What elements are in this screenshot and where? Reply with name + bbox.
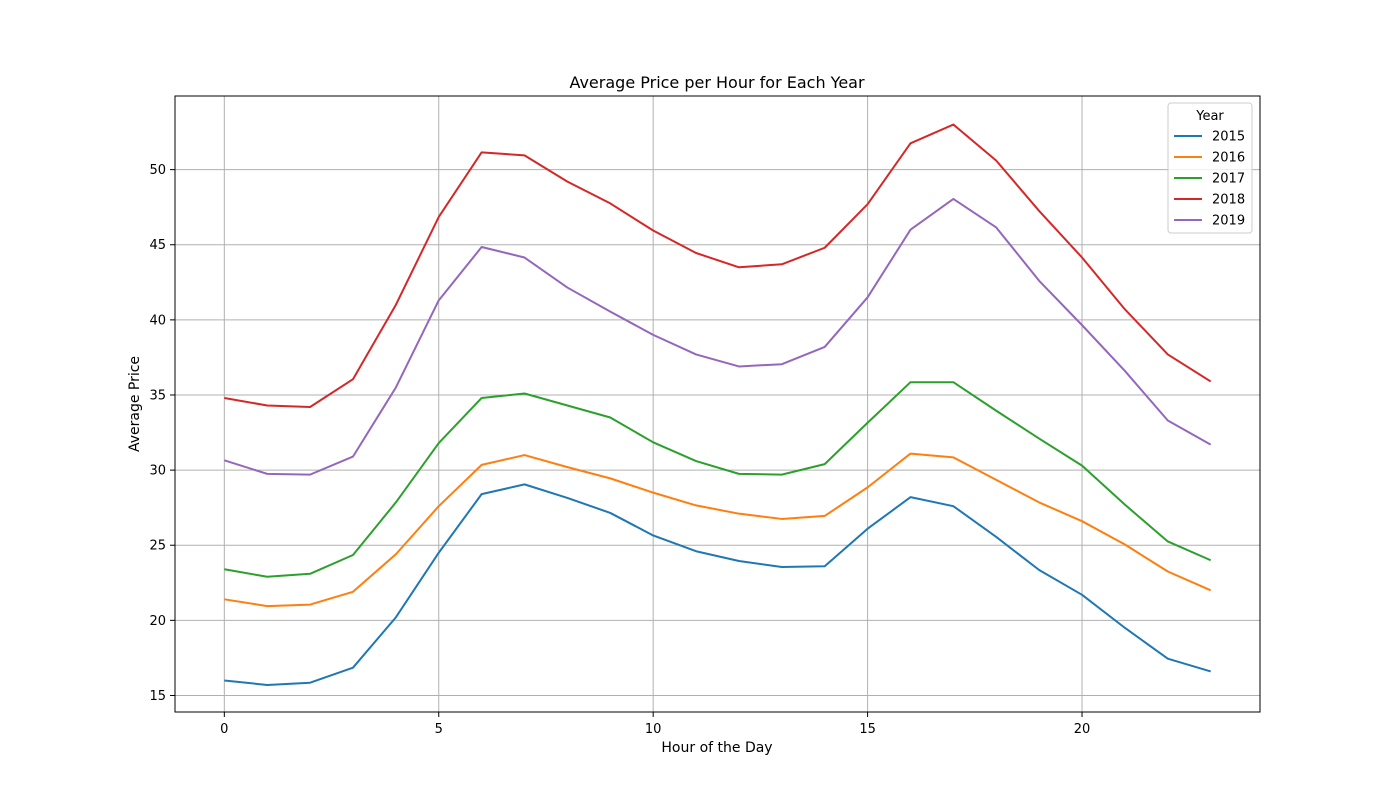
legend: Year 2015 2016 2017 2018 2019 xyxy=(1167,102,1253,234)
y-tick-label: 50 xyxy=(149,163,166,178)
y-tick-label: 15 xyxy=(149,689,166,704)
legend-title: Year xyxy=(1195,109,1224,124)
x-tick-label: 5 xyxy=(435,722,443,737)
x-tick-label: 20 xyxy=(1074,722,1091,737)
legend-label-2018: 2018 xyxy=(1212,193,1245,208)
grid xyxy=(175,96,1260,712)
legend-label-2017: 2017 xyxy=(1212,172,1245,187)
legend-label-2016: 2016 xyxy=(1212,151,1245,166)
legend-entries: 2015 2016 2017 2018 2019 xyxy=(1174,130,1245,229)
series-line-2016 xyxy=(224,452,1212,608)
y-tick-label: 40 xyxy=(149,313,166,328)
x-tick-label: 10 xyxy=(645,722,662,737)
x-axis: 0 5 10 15 20 xyxy=(220,712,1090,737)
chart-title: Average Price per Hour for Each Year xyxy=(569,73,865,92)
y-tick-label: 30 xyxy=(149,464,166,479)
y-tick-label: 45 xyxy=(149,238,166,253)
y-axis-label: Average Price xyxy=(127,356,143,452)
legend-label-2015: 2015 xyxy=(1212,130,1245,145)
legend-label-2019: 2019 xyxy=(1212,214,1245,229)
plot-frame xyxy=(174,95,1261,713)
y-tick-label: 35 xyxy=(149,388,166,403)
series-line-2015 xyxy=(224,483,1211,686)
x-axis-label: Hour of the Day xyxy=(661,740,772,756)
x-tick-label: 15 xyxy=(859,722,876,737)
series-line-2017 xyxy=(224,381,1212,578)
y-tick-label: 25 xyxy=(149,539,166,554)
y-axis: 15 20 25 30 35 40 45 50 xyxy=(149,163,175,704)
x-tick-label: 0 xyxy=(220,722,228,737)
series-line-2019 xyxy=(224,197,1212,476)
y-tick-label: 20 xyxy=(149,614,166,629)
series-lines xyxy=(224,123,1212,686)
series-line-2018 xyxy=(224,123,1212,408)
